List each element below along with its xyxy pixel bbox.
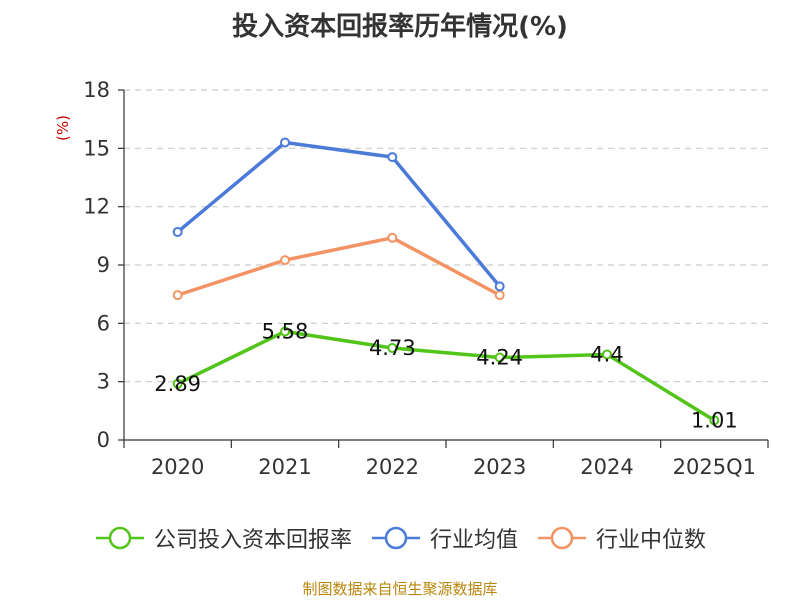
legend-item[interactable]: 公司投入资本回报率 [94,522,352,554]
y-tick-label: 18 [83,78,110,102]
data-point [387,152,398,163]
legend-circle [550,526,574,550]
series-lines [172,137,720,426]
legend-item[interactable]: 行业均值 [370,522,518,554]
data-point [387,232,398,243]
legend-circle [108,526,132,550]
series-line-1 [176,140,502,288]
data-point [494,352,505,363]
data-point [280,326,290,337]
data-label: 1.01 [691,408,738,432]
x-tick-label: 2025Q1 [673,455,756,479]
series-line-0 [176,329,716,422]
legend-label: 行业中位数 [596,528,707,553]
data-point [172,378,183,389]
data-point [172,226,183,237]
data-point [709,415,720,426]
data-label: 4.4 [590,342,623,366]
x-tick-label: 2020 [151,455,204,479]
data-point [387,343,398,354]
data-labels: 2.89 5.58 4.73 4.24 4.4 1.01 [154,320,737,433]
data-label: 4.24 [476,346,523,370]
x-tick-label: 2023 [473,455,526,479]
legend-item[interactable]: 行业中位数 [536,522,706,554]
y-tick-label: 15 [83,136,110,160]
data-point [494,290,505,301]
data-label: 5.58 [262,320,309,344]
legend-marker-icon [538,526,586,550]
data-point [494,281,505,292]
legend-label: 行业均值 [429,528,518,553]
legend: 公司投入资本回报率 行业均值 行业中位数 [0,522,800,554]
y-tick-label: 12 [83,195,110,219]
x-tick-label: 2024 [580,455,633,479]
y-tick-label: 3 [97,370,110,394]
legend-marker-icon [371,526,420,550]
y-tick-label: 0 [97,428,110,452]
grid-lines [124,89,768,383]
data-point [280,137,290,148]
data-label: 2.89 [154,372,201,396]
legend-marker-icon [95,526,144,550]
y-axis-unit: (%) [54,115,72,141]
legend-label: 公司投入资本回报率 [153,528,352,553]
data-point [172,290,183,301]
data-label: 4.73 [369,336,416,360]
chart-title: 投入资本回报率历年情况(%) [232,12,568,42]
y-tick-label: 9 [97,253,110,277]
y-tick-label: 6 [97,311,110,335]
legend-circle [384,526,408,550]
x-tick-label: 2022 [366,455,419,479]
x-tick-label: 2021 [258,455,311,479]
data-source: 制图数据来自恒生聚源数据库 [302,580,498,598]
series-line-2 [177,236,501,297]
data-point [602,349,612,360]
axes: 0 3 6 9 12 15 18 2020 2021 2022 2023 2024 2025Q1 [83,78,769,479]
data-point [280,255,290,266]
